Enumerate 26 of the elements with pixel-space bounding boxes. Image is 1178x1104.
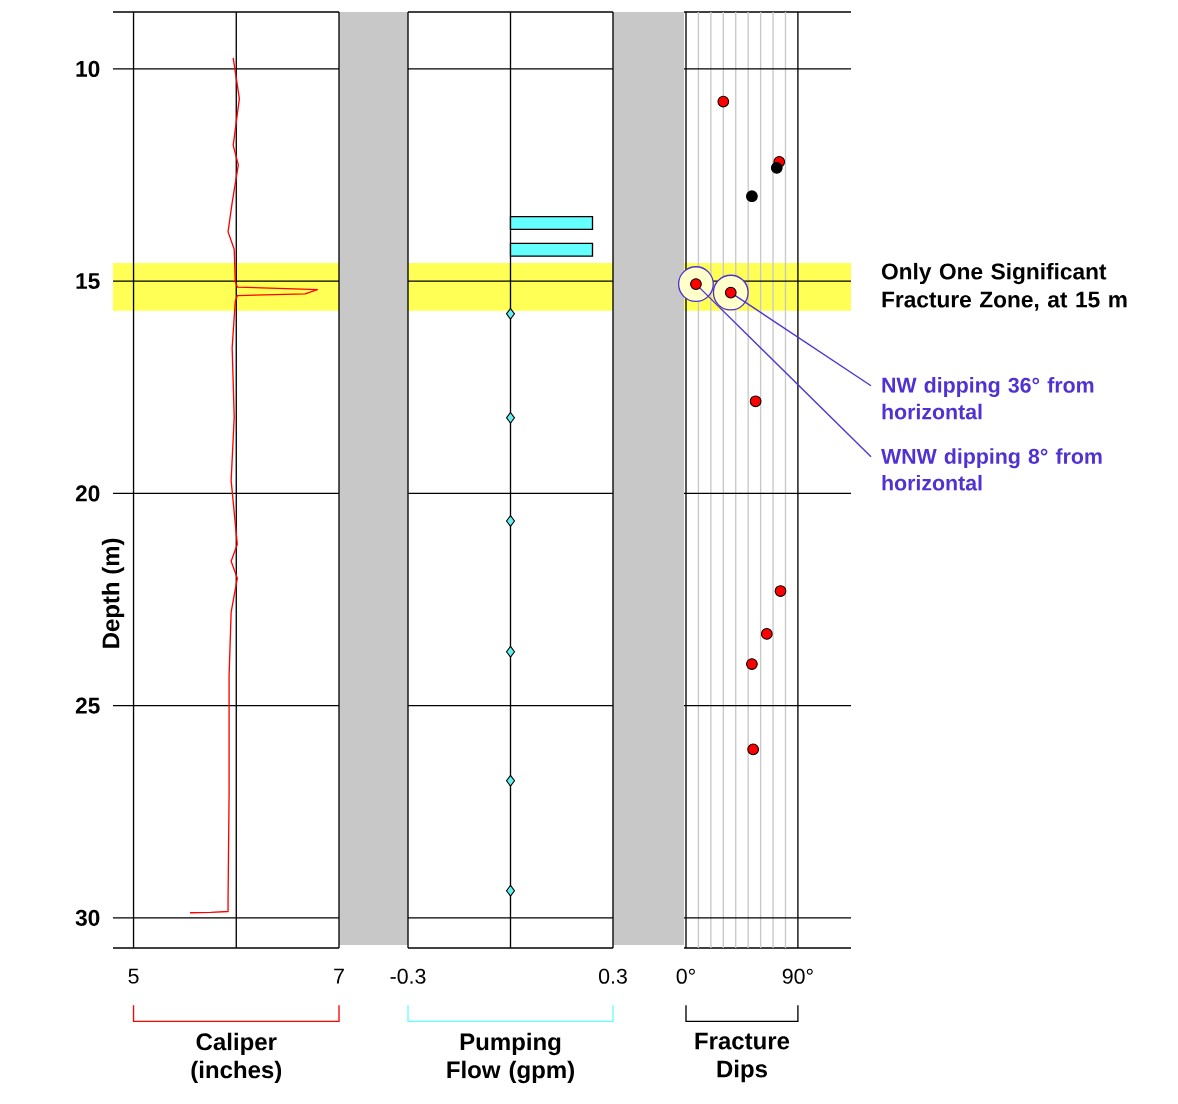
x-tick-label: 5 — [128, 968, 139, 984]
point — [717, 95, 730, 108]
annotation: NW dipping 36° from horizontal — [882, 377, 1094, 420]
x-axis-title: Fracture Dips — [695, 1032, 790, 1083]
annotation: WNW dipping 8° from horizontal — [881, 448, 1102, 491]
x-tick-label: 0.3 — [599, 968, 627, 984]
point — [749, 395, 762, 408]
point — [747, 743, 760, 756]
x-tick-label: 7 — [334, 968, 344, 984]
x-axis-title: Caliper (inches) — [191, 1032, 282, 1084]
point — [746, 190, 758, 203]
point — [746, 658, 758, 670]
point — [760, 628, 773, 640]
point — [774, 585, 787, 597]
y-tick-label: 15 — [76, 273, 100, 290]
y-axis-title: Depth (m) — [101, 538, 125, 648]
x-tick-label: 90° — [782, 968, 813, 984]
y-tick-label: 20 — [75, 485, 100, 502]
x-tick-label: 0° — [676, 968, 695, 984]
point — [770, 161, 783, 174]
y-tick-label: 30 — [75, 909, 100, 926]
x-axis-title: Pumping Flow (gpm) — [447, 1032, 574, 1084]
y-tick-label: 10 — [76, 60, 100, 77]
x-tick-label: -0.3 — [390, 968, 426, 984]
band-label: Only One Significant Fracture Zone, at 15 m — [881, 262, 1127, 311]
y-tick-label: 25 — [75, 697, 100, 714]
